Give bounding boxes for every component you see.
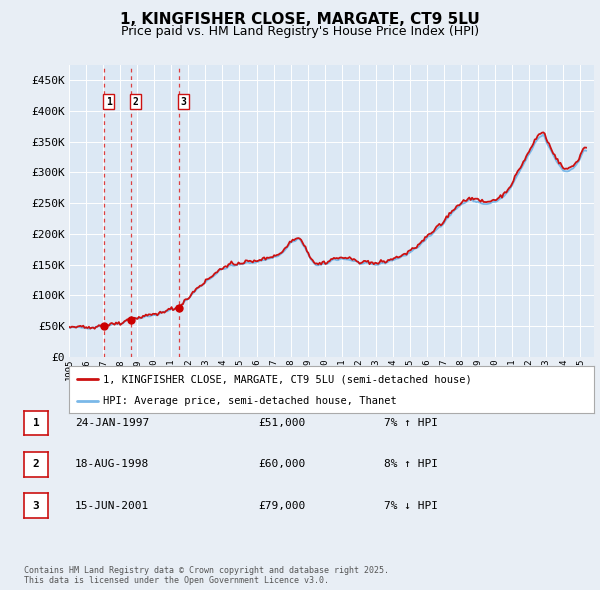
Text: 1, KINGFISHER CLOSE, MARGATE, CT9 5LU (semi-detached house): 1, KINGFISHER CLOSE, MARGATE, CT9 5LU (s… [103,374,472,384]
Text: 24-JAN-1997: 24-JAN-1997 [75,418,149,428]
Text: 8% ↑ HPI: 8% ↑ HPI [384,460,438,469]
Text: 18-AUG-1998: 18-AUG-1998 [75,460,149,469]
Text: £60,000: £60,000 [258,460,305,469]
Text: £79,000: £79,000 [258,501,305,510]
Text: 7% ↑ HPI: 7% ↑ HPI [384,418,438,428]
Text: Contains HM Land Registry data © Crown copyright and database right 2025.
This d: Contains HM Land Registry data © Crown c… [24,566,389,585]
Text: 1: 1 [32,418,40,428]
Text: 2: 2 [132,97,138,107]
Text: 1: 1 [106,97,112,107]
Text: 7% ↓ HPI: 7% ↓ HPI [384,501,438,510]
Text: 2: 2 [32,460,40,469]
Text: 1, KINGFISHER CLOSE, MARGATE, CT9 5LU: 1, KINGFISHER CLOSE, MARGATE, CT9 5LU [120,12,480,27]
Text: Price paid vs. HM Land Registry's House Price Index (HPI): Price paid vs. HM Land Registry's House … [121,25,479,38]
Text: 15-JUN-2001: 15-JUN-2001 [75,501,149,510]
Text: 3: 3 [32,501,40,510]
Text: 3: 3 [181,97,187,107]
Text: HPI: Average price, semi-detached house, Thanet: HPI: Average price, semi-detached house,… [103,396,397,406]
Text: £51,000: £51,000 [258,418,305,428]
